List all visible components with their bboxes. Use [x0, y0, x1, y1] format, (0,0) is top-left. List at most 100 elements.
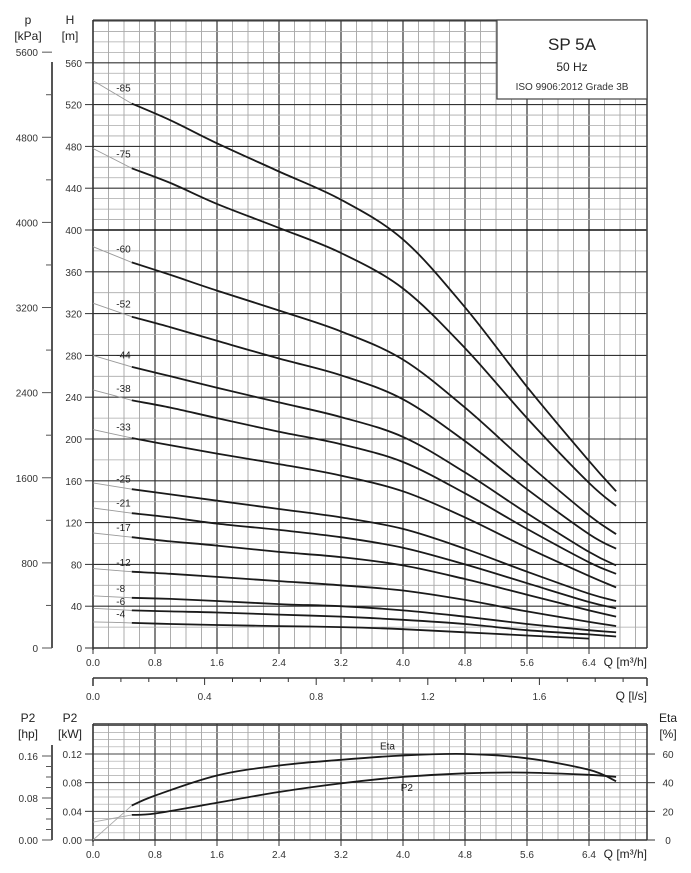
p2-curve — [131, 771, 617, 816]
curve-thin-segment — [92, 80, 133, 104]
curve-label: -6 — [116, 597, 125, 608]
ls-axis-tick-label: 1.6 — [532, 692, 546, 703]
curve-thin-segment — [92, 246, 132, 263]
ls-axis-tick-label: 1.2 — [421, 692, 435, 703]
x-axis-tick-label: 2.4 — [272, 658, 286, 669]
pump-curve-stages-85 — [131, 102, 617, 492]
title-box — [496, 19, 648, 100]
p-axis-tick-label: 800 — [21, 559, 38, 570]
pump-curve-stages-6 — [131, 609, 617, 638]
curve-label: -38 — [116, 384, 131, 395]
curve-label: -52 — [116, 300, 131, 311]
kw-axis-tick-label: 0.12 — [63, 750, 83, 761]
x-axis-tick-label: 5.6 — [520, 658, 534, 669]
curve-label: -75 — [116, 149, 131, 160]
pump-curve-stages-52 — [131, 315, 617, 550]
power-x-axis-tick-label: 4.0 — [396, 850, 410, 861]
p2-curve-label: P2 — [401, 783, 414, 794]
p2-curve-thin-segment — [92, 814, 132, 823]
curve-thin-segment — [92, 568, 132, 573]
h-axis-tick-label: 400 — [65, 226, 82, 237]
h-axis-tick-label: 520 — [65, 101, 82, 112]
power-x-axis-tick-label: 3.2 — [334, 850, 348, 861]
eta-curve — [131, 752, 617, 807]
ls-axis-tick-label: 0.0 — [86, 692, 100, 703]
hp-axis-tick-label: 0.16 — [19, 752, 39, 763]
power-x-axis-label: Q [m³/h] — [604, 847, 647, 861]
curve-thin-segment — [92, 532, 132, 538]
kw-axis-tick-label: 0.08 — [63, 779, 83, 790]
curve-thin-segment — [92, 595, 132, 599]
curve-label: -21 — [116, 499, 131, 510]
curve-thin-segment — [92, 482, 132, 490]
curve-thin-segment — [92, 302, 132, 318]
power-x-axis-tick-label: 5.6 — [520, 850, 534, 861]
x-axis-tick-label: 4.0 — [396, 658, 410, 669]
curve-label: -4 — [116, 610, 125, 621]
pump-curve-stages-60 — [131, 261, 617, 535]
p-axis-unit: [kPa] — [14, 29, 41, 43]
curve-thin-segment — [92, 621, 132, 624]
curve-label: -44 — [116, 350, 131, 361]
p-axis-tick-label: 1600 — [16, 474, 39, 485]
eta-curve-label: Eta — [380, 741, 395, 752]
eta-axis-tick-label: 20 — [662, 807, 674, 818]
p-axis-label: p — [25, 13, 32, 27]
eta-curve-thin-segment — [92, 805, 133, 841]
h-axis-tick-label: 360 — [65, 268, 82, 279]
standard-label: ISO 9906:2012 Grade 3B — [516, 82, 629, 93]
ls-axis-tick-label: 0.4 — [198, 692, 212, 703]
ls-axis-tick-label: 0.8 — [309, 692, 323, 703]
h-axis-unit: [m] — [62, 29, 79, 43]
h-axis-label: H — [66, 13, 75, 27]
eta-axis-tick-label: 60 — [662, 750, 674, 761]
eta-axis-tick-label: 40 — [662, 779, 674, 790]
pump-curve-stages-21 — [131, 512, 617, 610]
p-axis-tick-label: 2400 — [16, 389, 39, 400]
curve-thin-segment — [92, 507, 132, 514]
power-x-axis-tick-label: 2.4 — [272, 850, 286, 861]
pump-curve-stages-12 — [131, 570, 617, 627]
curve-label: -60 — [116, 245, 131, 256]
x-axis-tick-label: 4.8 — [458, 658, 472, 669]
curve-label: -33 — [116, 422, 131, 433]
kw-axis-tick-label: 0.04 — [63, 807, 83, 818]
curve-thin-segment — [92, 148, 133, 169]
p-axis-tick-label: 4000 — [16, 218, 39, 229]
hp-axis-unit: [hp] — [18, 727, 38, 741]
pump-curve-stages-38 — [131, 399, 617, 575]
ls-axis-label: Q [l/s] — [616, 689, 647, 703]
curve-label: -17 — [116, 523, 131, 534]
hp-axis-label: P2 — [21, 711, 36, 725]
x-axis-tick-label: 1.6 — [210, 658, 224, 669]
eta-axis-unit: [%] — [659, 727, 676, 741]
chart-title: SP 5A — [548, 35, 597, 54]
curve-label: -25 — [116, 474, 131, 485]
power-x-axis-tick-label: 6.4 — [582, 850, 596, 861]
p-axis-tick-label: 3200 — [16, 304, 39, 315]
h-axis-tick-label: 480 — [65, 142, 82, 153]
hp-axis-tick-label: 0.00 — [19, 836, 39, 847]
curve-thin-segment — [92, 389, 132, 401]
curve-thin-segment — [92, 607, 132, 611]
h-axis-tick-label: 200 — [65, 435, 82, 446]
x-axis-tick-label: 0.8 — [148, 658, 162, 669]
pump-curve-stages-4 — [131, 622, 590, 640]
x-axis-tick-label: 0.0 — [86, 658, 100, 669]
h-axis-tick-label: 160 — [65, 477, 82, 488]
curve-thin-segment — [92, 354, 132, 368]
power-x-axis-tick-label: 0.8 — [148, 850, 162, 861]
eta-axis-tick-label: 0 — [665, 836, 671, 847]
x-axis-tick-label: 3.2 — [334, 658, 348, 669]
h-axis-tick-label: 120 — [65, 519, 82, 530]
p-axis-tick-label: 4800 — [16, 133, 39, 144]
kw-axis-tick-label: 0.00 — [63, 836, 83, 847]
pump-curve-stages-17 — [131, 536, 617, 618]
pump-curve-stages-25 — [131, 488, 617, 602]
power-x-axis-tick-label: 4.8 — [458, 850, 472, 861]
pump-curve-stages-8 — [131, 596, 617, 634]
h-axis-tick-label: 440 — [65, 184, 82, 195]
pump-curve-stages-44 — [131, 366, 617, 567]
h-axis-tick-label: 40 — [71, 602, 83, 613]
